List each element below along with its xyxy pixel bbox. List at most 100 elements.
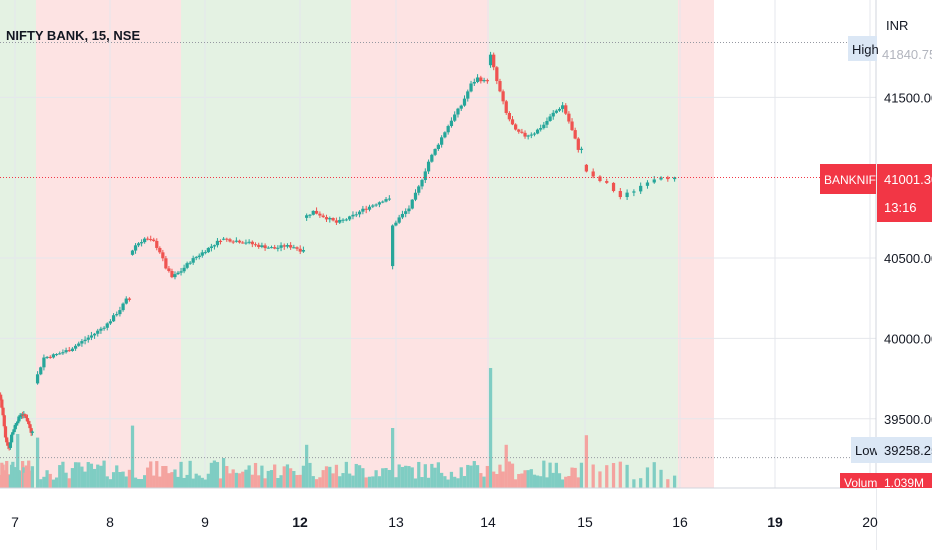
time-tick-label: 16 — [672, 514, 688, 530]
volume-bar — [348, 473, 352, 488]
time-ticks: 7 8 9 12 13 14 15 16 19 20 — [11, 514, 878, 530]
candle-body — [115, 314, 119, 316]
low-badge-value-bg — [877, 437, 932, 463]
volume-bar — [384, 468, 388, 488]
volume-bar — [250, 474, 254, 488]
candle-body — [532, 133, 537, 135]
volume-bar — [672, 475, 677, 488]
volume-bar — [225, 466, 229, 488]
candle-body — [39, 367, 43, 375]
last-price-badge[interactable]: BANKNIFTY 41001.30 13:16 — [820, 164, 932, 222]
volume-bar — [507, 461, 511, 488]
candle-body — [417, 186, 421, 193]
volume-bar — [449, 471, 454, 488]
candle-body — [374, 204, 378, 206]
volume-bar — [298, 474, 302, 488]
candle-body — [206, 248, 210, 253]
session-bg-5 — [678, 0, 714, 488]
volume-badge-value-bg — [877, 473, 932, 488]
volume-bar — [269, 470, 274, 488]
candle-body — [645, 182, 650, 186]
candle-body — [96, 330, 100, 334]
candle-body — [5, 437, 9, 443]
volume-bar — [179, 461, 183, 488]
candle-body — [492, 54, 496, 68]
volume-bar — [295, 475, 299, 488]
volume-bar — [391, 428, 395, 488]
volume-bar — [446, 479, 450, 488]
volume-bar — [99, 465, 103, 488]
volume-bar — [185, 474, 189, 488]
volume-bar — [514, 479, 518, 488]
volume-bar — [659, 469, 663, 488]
volume-bar — [61, 461, 65, 488]
volume-badge-label: Volume — [844, 476, 884, 490]
volume-bar — [404, 465, 408, 488]
candle-body — [292, 247, 296, 249]
volume-bar — [127, 469, 132, 488]
candle-body — [301, 250, 306, 252]
volume-bar — [430, 463, 434, 488]
time-tick-label: 7 — [11, 514, 19, 530]
candle-body — [453, 114, 457, 121]
candle-body — [212, 245, 217, 247]
volume-bar — [344, 461, 348, 488]
volume-bar — [374, 470, 378, 488]
volume-bar — [221, 458, 226, 488]
candle-body — [514, 124, 518, 130]
session-bg-3 — [351, 0, 489, 488]
candle-body — [24, 416, 28, 419]
candle-body — [328, 218, 332, 220]
last-price-bg — [877, 164, 932, 222]
candle-body — [152, 239, 156, 241]
candle-body — [659, 177, 663, 180]
candle-body — [314, 210, 319, 214]
volume-bar — [529, 469, 533, 488]
candle-body — [570, 121, 574, 131]
candle-body — [554, 110, 558, 113]
volume-bar — [520, 473, 524, 488]
candle-body — [139, 242, 144, 244]
candle-body — [573, 130, 577, 139]
volume-bar — [453, 476, 457, 488]
volume-bar — [367, 476, 372, 488]
volume-badge-value: 1.039M — [884, 476, 924, 490]
candle-body — [504, 101, 508, 113]
volume-bar — [328, 466, 332, 488]
volume-bar — [598, 471, 602, 488]
volume-bar — [542, 460, 546, 488]
volume-bar — [545, 477, 549, 488]
volume-bar — [133, 477, 138, 488]
candle-body — [73, 345, 78, 349]
volume-bar — [666, 479, 670, 488]
volume-bar — [573, 467, 577, 488]
candle-body — [54, 354, 59, 356]
session-bg-2 — [181, 0, 351, 488]
candle-body — [311, 210, 315, 215]
volume-bar — [83, 471, 87, 488]
candle-body — [253, 244, 258, 246]
volume-bar — [108, 479, 113, 488]
volume-bar — [387, 469, 391, 488]
high-badge-bg — [848, 36, 877, 61]
volume-bar — [191, 478, 195, 488]
volume-bar — [576, 477, 580, 488]
candle-body — [77, 343, 81, 346]
candle-body — [410, 199, 414, 209]
candle-body — [218, 240, 223, 242]
price-tick-label: 40000.00 — [884, 331, 932, 346]
candle-body — [35, 374, 40, 384]
candle-body — [354, 214, 358, 216]
candle-body — [67, 350, 71, 352]
candle-body — [228, 239, 232, 242]
candle-body — [472, 81, 476, 84]
volume-bar — [197, 475, 201, 488]
volume-bar — [241, 471, 245, 488]
candle-body — [507, 112, 511, 120]
volume-bar — [276, 477, 280, 488]
volume-bar — [485, 465, 489, 488]
volume-bar — [115, 465, 119, 488]
candle-body — [289, 245, 293, 248]
candle-body — [420, 180, 424, 187]
